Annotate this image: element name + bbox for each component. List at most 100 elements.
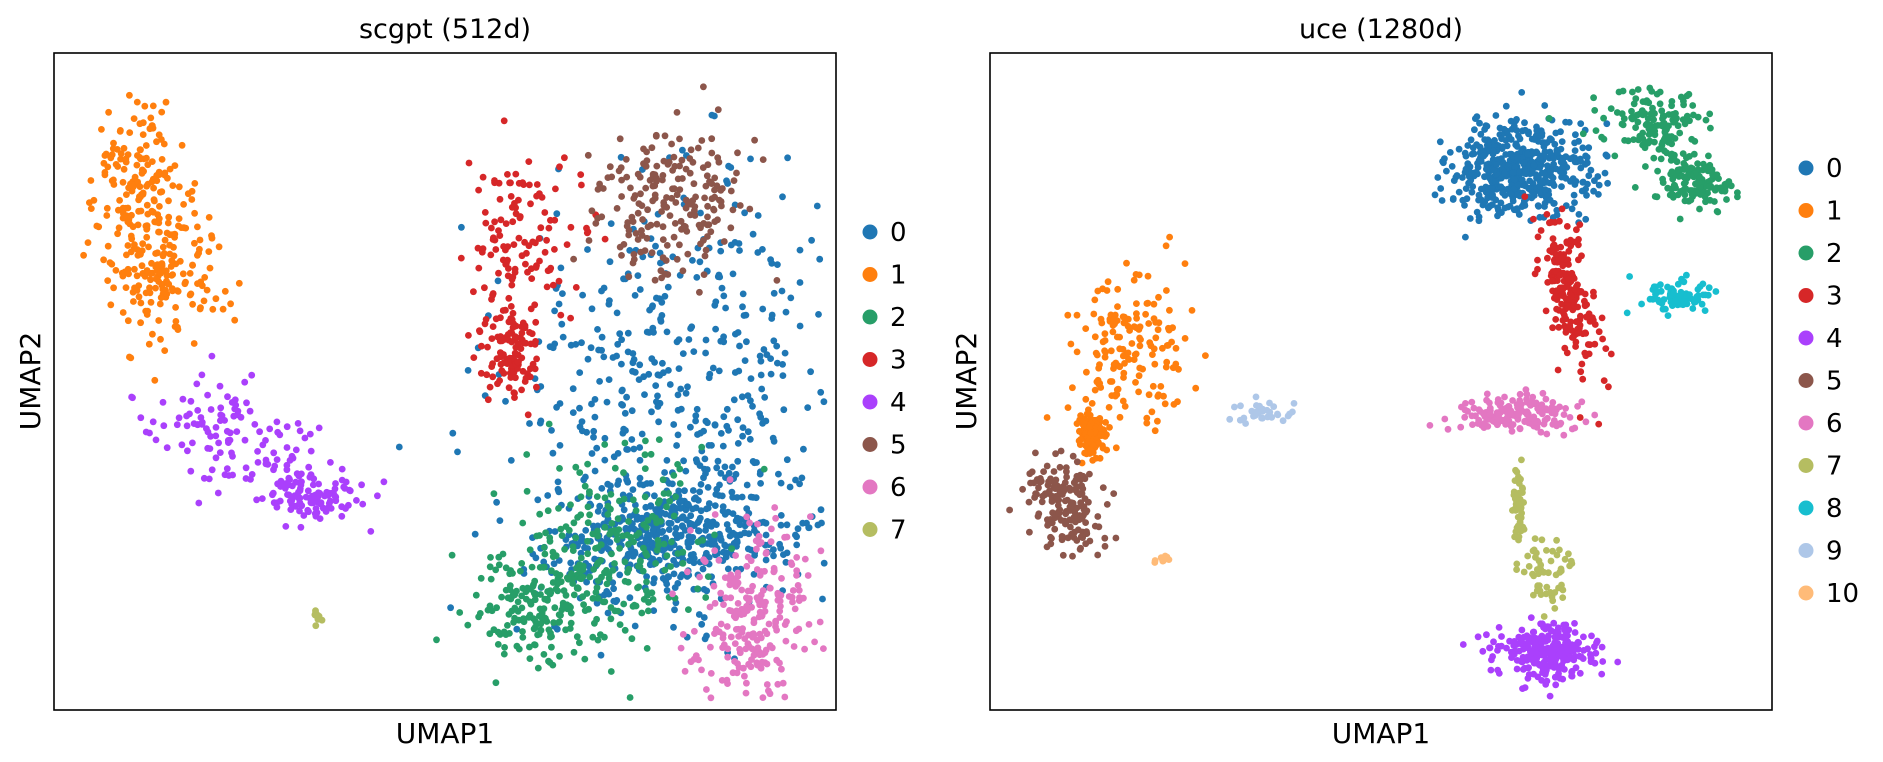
uce-point-cluster-6 xyxy=(1531,419,1538,426)
scgpt-point-cluster-3 xyxy=(543,236,550,244)
scgpt-point-cluster-5 xyxy=(703,172,711,180)
uce-point-cluster-7 xyxy=(1533,587,1541,595)
scgpt-point-cluster-0 xyxy=(736,342,743,350)
uce-point-cluster-2 xyxy=(1681,197,1689,205)
scgpt-point-cluster-4 xyxy=(205,475,213,483)
scgpt-point-cluster-3 xyxy=(510,320,517,327)
uce-point-cluster-0 xyxy=(1496,124,1504,132)
uce-point-cluster-8 xyxy=(1686,291,1693,298)
scgpt-point-cluster-6 xyxy=(681,667,689,675)
uce-point-cluster-0 xyxy=(1459,196,1467,204)
scgpt-point-cluster-1 xyxy=(175,222,182,230)
uce-point-cluster-6 xyxy=(1468,398,1476,406)
uce-point-cluster-2 xyxy=(1682,165,1690,173)
uce-point-cluster-8 xyxy=(1670,289,1677,297)
scgpt-point-cluster-4 xyxy=(217,417,224,424)
uce-point-cluster-3 xyxy=(1571,286,1579,293)
scgpt-point-cluster-6 xyxy=(756,630,764,638)
scgpt-point-cluster-4 xyxy=(270,466,277,474)
scgpt-point-cluster-2 xyxy=(546,534,554,542)
uce-point-cluster-0 xyxy=(1571,139,1578,147)
uce-point-cluster-3 xyxy=(1583,301,1590,308)
scgpt-point-cluster-2 xyxy=(594,636,602,644)
uce-point-cluster-4 xyxy=(1576,669,1584,677)
uce-point-cluster-6 xyxy=(1461,406,1469,414)
uce-point-cluster-5 xyxy=(1072,518,1079,526)
uce-point-cluster-1 xyxy=(1101,353,1109,361)
scgpt-point-cluster-6 xyxy=(765,620,773,628)
scgpt-point-cluster-6 xyxy=(722,594,730,602)
scgpt-point-cluster-2 xyxy=(649,596,657,603)
scgpt-point-cluster-4 xyxy=(273,418,281,426)
scgpt-point-cluster-1 xyxy=(219,305,227,313)
scgpt-point-cluster-2 xyxy=(456,609,464,616)
uce-point-cluster-0 xyxy=(1540,170,1548,177)
uce-point-cluster-4 xyxy=(1598,670,1606,678)
scgpt-point-cluster-0 xyxy=(631,550,639,557)
scgpt-point-cluster-2 xyxy=(527,600,535,608)
uce-point-cluster-7 xyxy=(1525,563,1533,570)
scgpt-point-cluster-0 xyxy=(739,424,747,431)
scgpt-point-cluster-0 xyxy=(711,421,719,429)
scgpt-point-cluster-4 xyxy=(305,508,312,516)
uce-point-cluster-0 xyxy=(1559,154,1567,162)
uce-point-cluster-1 xyxy=(1135,388,1142,396)
scgpt-point-cluster-4 xyxy=(331,485,339,493)
uce-point-cluster-4 xyxy=(1498,633,1505,640)
scgpt-point-cluster-2 xyxy=(500,650,508,658)
uce-point-cluster-0 xyxy=(1501,191,1509,199)
scgpt-point-cluster-0 xyxy=(643,511,651,519)
scgpt-point-cluster-0 xyxy=(701,455,709,463)
scgpt-point-cluster-0 xyxy=(692,456,700,464)
scgpt-point-cluster-3 xyxy=(529,360,537,368)
scgpt-point-cluster-0 xyxy=(667,520,675,527)
uce-point-cluster-3 xyxy=(1578,360,1586,368)
scgpt-point-cluster-2 xyxy=(635,583,643,591)
uce-point-cluster-4 xyxy=(1588,632,1595,640)
scgpt-point-cluster-0 xyxy=(689,487,697,494)
scgpt-point-cluster-6 xyxy=(811,638,818,646)
scgpt-point-cluster-2 xyxy=(676,480,684,487)
uce-legend-marker-0 xyxy=(1798,160,1814,176)
uce-point-cluster-1 xyxy=(1121,313,1128,321)
uce-point-cluster-4 xyxy=(1525,664,1532,672)
uce-point-cluster-2 xyxy=(1680,101,1687,109)
uce-point-cluster-6 xyxy=(1523,390,1531,398)
scgpt-point-cluster-1 xyxy=(104,242,112,250)
uce-point-cluster-2 xyxy=(1670,181,1678,189)
uce-point-cluster-6 xyxy=(1539,389,1547,397)
scgpt-point-cluster-3 xyxy=(482,316,490,323)
scgpt-point-cluster-0 xyxy=(663,328,671,336)
scgpt-point-cluster-0 xyxy=(704,522,712,529)
uce-point-cluster-2 xyxy=(1590,94,1597,102)
uce-point-cluster-7 xyxy=(1518,456,1525,464)
uce-point-cluster-4 xyxy=(1495,624,1503,631)
scgpt-point-cluster-2 xyxy=(517,567,524,575)
scgpt-point-cluster-0 xyxy=(687,423,694,431)
scgpt-point-cluster-6 xyxy=(743,562,751,570)
uce-point-cluster-4 xyxy=(1570,656,1578,664)
scgpt-point-cluster-2 xyxy=(509,569,516,577)
scgpt-point-cluster-0 xyxy=(729,270,737,278)
scgpt-point-cluster-3 xyxy=(545,224,553,232)
uce-point-cluster-2 xyxy=(1680,186,1688,193)
uce-point-cluster-2 xyxy=(1669,111,1677,119)
uce-point-cluster-8 xyxy=(1646,295,1654,303)
uce-point-cluster-3 xyxy=(1573,226,1580,234)
scgpt-point-cluster-0 xyxy=(596,378,603,385)
uce-point-cluster-1 xyxy=(1175,365,1182,373)
uce-point-cluster-4 xyxy=(1549,653,1557,661)
uce-point-cluster-4 xyxy=(1474,633,1482,641)
uce-point-cluster-3 xyxy=(1560,284,1567,292)
scgpt-point-cluster-6 xyxy=(792,627,800,635)
scgpt-point-cluster-2 xyxy=(656,497,663,505)
scgpt-point-cluster-4 xyxy=(288,452,296,460)
scgpt-point-cluster-2 xyxy=(576,639,583,647)
uce-point-cluster-1 xyxy=(1119,397,1127,405)
scgpt-point-cluster-5 xyxy=(759,156,767,164)
scgpt-point-cluster-2 xyxy=(644,517,652,524)
uce-point-cluster-2 xyxy=(1624,137,1632,145)
scgpt-point-cluster-4 xyxy=(173,421,181,429)
scgpt-point-cluster-0 xyxy=(817,388,825,396)
scgpt-point-cluster-2 xyxy=(694,585,701,593)
